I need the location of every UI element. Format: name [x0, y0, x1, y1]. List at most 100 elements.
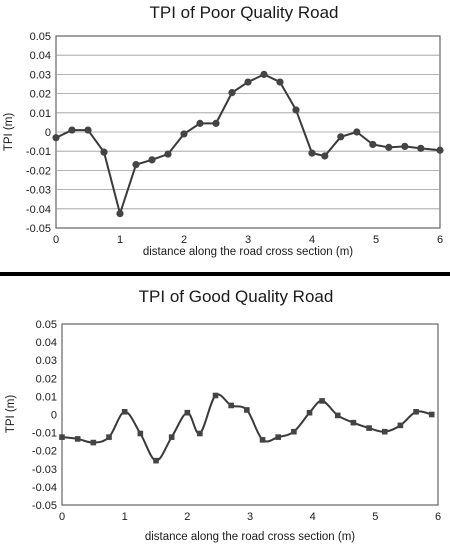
data-point: [137, 430, 144, 437]
data-point: [260, 70, 268, 78]
x-tick-label: 6: [435, 511, 441, 523]
x-tick-label: 0: [53, 234, 59, 246]
y-tick-label: -0.05: [26, 223, 51, 235]
data-point: [259, 437, 266, 443]
chart-title: TPI of Poor Quality Road: [150, 3, 339, 22]
data-point: [385, 143, 393, 151]
x-axis-label: distance along the road cross section (m…: [145, 531, 355, 543]
data-point: [197, 430, 203, 437]
data-point: [369, 140, 377, 149]
data-point: [413, 408, 419, 415]
x-tick-labels: 0 1 2 3 4 5 6: [59, 511, 441, 523]
y-tick-label: -0.02: [26, 165, 51, 177]
x-tick-label: 0: [59, 511, 65, 523]
data-point: [308, 149, 316, 157]
y-tick-label: 0.01: [30, 108, 51, 120]
data-point: [275, 434, 281, 440]
y-tick-label: 0.02: [36, 373, 57, 385]
data-point: [168, 434, 175, 440]
x-tick-label: 3: [245, 234, 251, 246]
data-points: [52, 70, 444, 218]
data-point: [381, 428, 388, 435]
chart-poor-road: TPI of Poor Quality Road 0.050.040.030.0…: [3, 3, 444, 258]
x-tick-label: 4: [309, 234, 315, 246]
data-point: [121, 408, 128, 415]
chart-title: TPI of Good Quality Road: [139, 287, 334, 306]
y-axis-label: TPI (m): [5, 395, 17, 433]
x-axis-label: distance along the road cross section (m…: [143, 246, 353, 258]
data-point: [59, 434, 65, 440]
x-tick-label: 3: [247, 511, 253, 523]
data-point: [306, 409, 313, 416]
data-point: [321, 152, 329, 160]
x-tick-labels: 0 1 2 3 4 5 6: [53, 234, 443, 246]
y-tick-label: 0.05: [36, 319, 57, 331]
data-point: [292, 106, 300, 114]
data-point: [153, 457, 159, 464]
data-point: [132, 161, 140, 169]
data-point: [68, 126, 76, 134]
y-tick-label: 0: [51, 410, 57, 422]
x-tick-label: 1: [122, 511, 128, 523]
data-point: [164, 150, 172, 158]
y-tick-label: -0.01: [32, 428, 57, 440]
x-tick-label: 5: [372, 511, 378, 523]
data-point: [184, 409, 191, 416]
data-point: [212, 392, 219, 399]
y-tick-label: 0.04: [36, 337, 57, 349]
data-point: [276, 78, 284, 86]
y-tick-label: 0: [45, 127, 51, 139]
data-point: [244, 78, 252, 86]
data-point: [350, 419, 357, 426]
x-tick-label: 2: [181, 234, 187, 246]
data-point: [353, 128, 361, 136]
data-point: [366, 425, 372, 431]
x-tick-label: 5: [373, 234, 379, 246]
data-points: [59, 392, 435, 464]
data-point: [74, 436, 81, 442]
data-point: [196, 119, 204, 127]
x-tick-label: 1: [117, 234, 123, 246]
data-point: [180, 130, 188, 138]
data-point: [334, 412, 341, 419]
y-tick-label: 0.03: [36, 355, 57, 367]
chart-good-road: TPI of Good Quality Road 0.05 0.04 0.03 0.0…: [5, 287, 441, 543]
data-point: [228, 402, 234, 409]
data-point: [90, 439, 97, 446]
data-point: [244, 407, 250, 413]
data-point: [212, 119, 220, 127]
y-tick-labels: 0.05 0.04 0.03 0.02 0.01 0 -0.01 -0.02 -0.03 -0.0…: [26, 31, 51, 235]
y-tick-label: -0.03: [32, 464, 57, 476]
data-point: [116, 210, 124, 218]
data-point: [436, 146, 444, 154]
y-tick-label: -0.01: [26, 146, 51, 158]
data-point: [100, 148, 108, 156]
data-point: [401, 142, 409, 150]
data-point: [417, 144, 425, 152]
x-tick-label: 2: [184, 511, 190, 523]
data-point: [397, 422, 404, 429]
data-point: [148, 156, 156, 164]
y-tick-label: -0.04: [32, 482, 57, 494]
y-tick-label: -0.05: [32, 500, 57, 512]
data-point: [428, 411, 435, 418]
x-tick-label: 4: [310, 511, 316, 523]
y-tick-label: 0.03: [30, 69, 51, 81]
x-tick-label: 6: [437, 234, 443, 246]
data-point: [291, 428, 297, 435]
y-tick-label: 0.02: [30, 89, 51, 101]
data-point: [319, 398, 325, 404]
data-point: [52, 134, 60, 142]
y-tick-label: -0.03: [26, 185, 51, 197]
y-tick-label: 0.04: [30, 50, 51, 62]
y-tick-label: -0.02: [32, 446, 57, 458]
y-tick-label: 0.01: [36, 391, 57, 403]
data-point: [106, 434, 112, 440]
data-point: [228, 89, 236, 97]
data-point: [337, 133, 345, 141]
y-tick-label: -0.04: [26, 204, 51, 216]
data-point: [84, 126, 92, 134]
gridlines: [56, 54, 440, 210]
y-tick-label: 0.05: [30, 31, 51, 43]
